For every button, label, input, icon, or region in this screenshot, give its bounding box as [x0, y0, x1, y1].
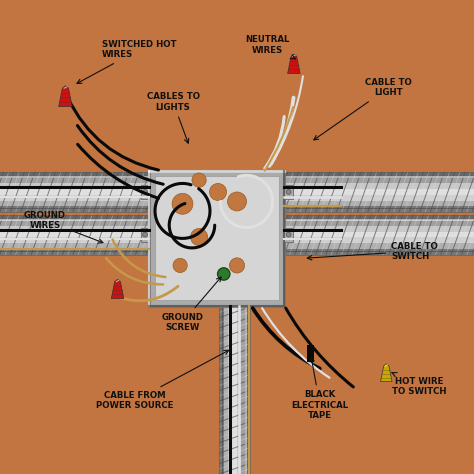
Polygon shape: [232, 306, 237, 474]
Polygon shape: [0, 249, 149, 255]
Polygon shape: [284, 243, 474, 249]
Polygon shape: [307, 345, 314, 362]
Polygon shape: [246, 306, 250, 474]
Polygon shape: [141, 185, 149, 199]
Polygon shape: [284, 215, 474, 220]
Text: HOT WIRE
TO SWITCH: HOT WIRE TO SWITCH: [392, 373, 447, 396]
Text: CABLE FROM
POWER SOURCE: CABLE FROM POWER SOURCE: [96, 350, 229, 410]
Polygon shape: [284, 226, 474, 232]
Polygon shape: [284, 189, 474, 195]
Polygon shape: [284, 237, 474, 243]
Text: CABLE TO
SWITCH: CABLE TO SWITCH: [307, 242, 438, 261]
Polygon shape: [284, 220, 474, 226]
Circle shape: [228, 192, 246, 211]
Polygon shape: [219, 306, 224, 474]
Text: NEUTRAL
WIRES: NEUTRAL WIRES: [246, 36, 295, 59]
Circle shape: [191, 228, 208, 246]
Polygon shape: [284, 178, 474, 183]
Polygon shape: [0, 178, 149, 183]
Polygon shape: [59, 86, 72, 107]
Polygon shape: [381, 364, 392, 382]
Polygon shape: [0, 237, 149, 243]
Polygon shape: [224, 306, 228, 474]
Polygon shape: [0, 183, 149, 189]
Polygon shape: [284, 232, 474, 237]
Polygon shape: [0, 201, 149, 206]
Polygon shape: [284, 183, 474, 189]
Circle shape: [229, 258, 245, 273]
Text: GROUND
WIRES: GROUND WIRES: [24, 211, 103, 243]
Text: GROUND
SCREW: GROUND SCREW: [162, 277, 221, 332]
Polygon shape: [149, 171, 284, 306]
Text: BLACK
ELECTRICAL
TAPE: BLACK ELECTRICAL TAPE: [292, 357, 348, 420]
Polygon shape: [0, 172, 149, 178]
Polygon shape: [0, 243, 149, 249]
Text: SWITCHED HOT
WIRES: SWITCHED HOT WIRES: [77, 40, 176, 83]
Circle shape: [173, 258, 187, 273]
Circle shape: [192, 173, 206, 187]
Polygon shape: [0, 226, 149, 232]
Polygon shape: [155, 176, 279, 300]
Polygon shape: [0, 195, 149, 201]
Polygon shape: [284, 172, 474, 178]
Polygon shape: [237, 306, 241, 474]
Polygon shape: [0, 189, 149, 195]
Polygon shape: [0, 215, 149, 220]
Circle shape: [286, 190, 291, 194]
Polygon shape: [284, 195, 474, 201]
Circle shape: [172, 193, 193, 214]
Polygon shape: [228, 306, 232, 474]
Circle shape: [143, 232, 147, 237]
Polygon shape: [284, 228, 293, 242]
Polygon shape: [0, 206, 149, 212]
Polygon shape: [0, 232, 149, 237]
Polygon shape: [241, 306, 246, 474]
Text: CABLES TO
LIGHTS: CABLES TO LIGHTS: [146, 92, 200, 143]
Polygon shape: [141, 228, 149, 242]
Circle shape: [143, 190, 147, 194]
Text: CABLE TO
LIGHT: CABLE TO LIGHT: [314, 78, 412, 140]
Polygon shape: [284, 249, 474, 255]
Polygon shape: [0, 220, 149, 226]
Circle shape: [218, 268, 230, 280]
Polygon shape: [284, 206, 474, 212]
Circle shape: [286, 232, 291, 237]
Polygon shape: [284, 201, 474, 206]
Polygon shape: [111, 279, 124, 299]
Polygon shape: [284, 185, 293, 199]
Circle shape: [210, 183, 227, 201]
Polygon shape: [288, 54, 300, 73]
